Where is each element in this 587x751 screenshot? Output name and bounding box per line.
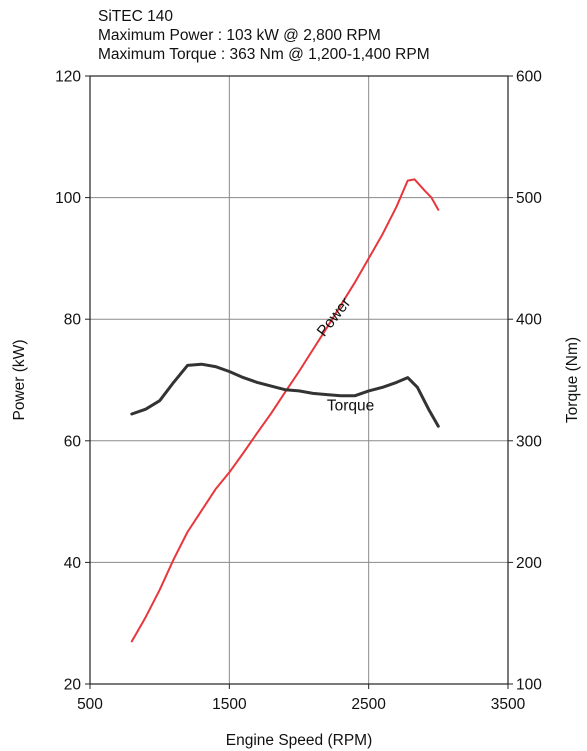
chart-subtitle-torque: Maximum Torque : 363 Nm @ 1,200-1,400 RP…	[98, 46, 430, 63]
y-right-tick-label-4: 500	[516, 190, 542, 207]
y-right-tick-label-1: 200	[516, 555, 542, 572]
x-tick-label-3: 3500	[491, 696, 526, 713]
x-tick-label-1: 1500	[212, 696, 247, 713]
y-right-tick-label-2: 300	[516, 433, 542, 450]
y-left-tick-label-4: 100	[55, 190, 81, 207]
y-left-tick-label-2: 60	[64, 433, 82, 450]
y-left-tick-label-5: 120	[55, 69, 81, 86]
chart-title: SiTEC 140	[98, 8, 173, 25]
series-line-torque	[130, 362, 440, 428]
y-left-tick-label-0: 20	[64, 677, 82, 694]
y-left-tick-label-3: 80	[64, 312, 82, 329]
axis-labels: Engine Speed (RPM) Power (kW) Torque (Nm)	[11, 337, 581, 749]
y-right-tick-label-0: 100	[516, 677, 542, 694]
y-left-tick-label-1: 40	[64, 555, 82, 572]
x-tick-label-2: 2500	[351, 696, 386, 713]
gridlines	[90, 76, 508, 684]
annotations: Power Torque	[314, 295, 374, 415]
chart-subtitle-power: Maximum Power : 103 kW @ 2,800 RPM	[98, 27, 381, 44]
y-axis-label-left: Power (kW)	[11, 340, 28, 421]
x-tick-label-0: 500	[77, 696, 103, 713]
annotation-torque: Torque	[327, 397, 374, 414]
y-right-tick-label-5: 600	[516, 69, 542, 86]
series-line-power	[130, 178, 440, 643]
y-axis-label-right: Torque (Nm)	[564, 337, 581, 423]
axis-ticks: 500 1500 2500 3500 20 40 60 80 100 120 100 200 300 40…	[55, 69, 542, 714]
x-axis-label: Engine Speed (RPM)	[226, 732, 372, 749]
annotation-power: Power	[314, 295, 354, 340]
y-right-tick-label-3: 400	[516, 312, 542, 329]
series	[130, 178, 440, 643]
plot-frame	[89, 75, 509, 685]
